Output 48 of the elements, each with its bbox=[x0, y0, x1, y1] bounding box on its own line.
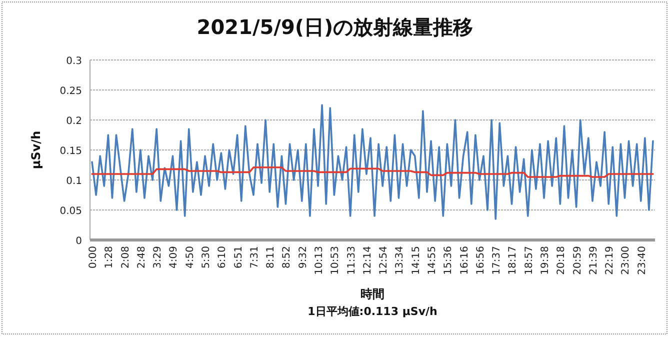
x-tick-label: 4:09 bbox=[168, 246, 180, 268]
x-tick-label: 12:14 bbox=[362, 246, 374, 275]
x-tick-label: 18:17 bbox=[508, 246, 519, 275]
x-tick-label: 23:00 bbox=[620, 246, 632, 275]
y-tick-label: 0.25 bbox=[60, 86, 82, 97]
x-tick-label: 7:31 bbox=[249, 246, 260, 268]
y-tick-label: 0 bbox=[76, 236, 82, 247]
x-tick-label: 2:08 bbox=[120, 246, 132, 268]
x-tick-label: 0:00 bbox=[88, 246, 100, 268]
x-tick-label: 18:57 bbox=[524, 246, 535, 275]
x-tick-label: 11:33 bbox=[346, 246, 358, 275]
x-tick-label: 21:39 bbox=[588, 246, 600, 275]
x-tick-label: 2:48 bbox=[136, 246, 148, 268]
x-tick-label: 10:53 bbox=[330, 246, 342, 275]
x-tick-label: 9:32 bbox=[298, 246, 309, 268]
line-series bbox=[91, 166, 654, 178]
y-tick-label: 0.15 bbox=[60, 146, 82, 157]
y-axis-title: μSv/h bbox=[29, 130, 43, 170]
x-tick-label: 14:15 bbox=[410, 246, 422, 275]
x-tick-label: 15:36 bbox=[443, 246, 454, 275]
chart-title: 2021/5/9(日)の放射線量推移 bbox=[196, 15, 474, 39]
x-tick-label: 20:59 bbox=[572, 246, 584, 275]
x-tick-label: 6:51 bbox=[233, 246, 244, 268]
x-tick-label: 14:55 bbox=[427, 246, 438, 275]
x-tick-label: 20:18 bbox=[556, 246, 568, 275]
x-tick-label: 10:13 bbox=[314, 246, 326, 275]
y-tick-label: 0.3 bbox=[66, 56, 82, 67]
x-tick-label: 5:30 bbox=[201, 246, 212, 268]
x-tick-label: 19:38 bbox=[540, 246, 552, 275]
x-tick-label: 13:34 bbox=[394, 246, 406, 275]
text: 1日平均値:0.113 μSv/h bbox=[308, 305, 438, 318]
x-tick-label: 16:16 bbox=[459, 246, 470, 275]
x-tick-label: 12:54 bbox=[378, 246, 390, 275]
x-tick-label: 4:50 bbox=[184, 246, 196, 268]
x-tick-label: 22:19 bbox=[604, 246, 616, 275]
x-tick-label: 8:11 bbox=[266, 246, 277, 268]
x-tick-label: 3:29 bbox=[152, 246, 164, 268]
y-tick-label: 0.2 bbox=[66, 116, 82, 127]
x-tick-label: 1:28 bbox=[104, 246, 116, 268]
y-tick-label: 0.05 bbox=[60, 206, 82, 217]
x-tick-label: 8:52 bbox=[282, 246, 293, 268]
x-tick-label: 17:37 bbox=[492, 246, 503, 275]
x-tick-label: 6:10 bbox=[217, 246, 228, 268]
x-tick-label: 16:56 bbox=[475, 246, 486, 275]
x-tick-label: 23:40 bbox=[636, 246, 648, 275]
line-series bbox=[91, 104, 654, 220]
x-axis-title: 時間 bbox=[360, 287, 384, 301]
y-tick-label: 0.1 bbox=[66, 176, 82, 187]
